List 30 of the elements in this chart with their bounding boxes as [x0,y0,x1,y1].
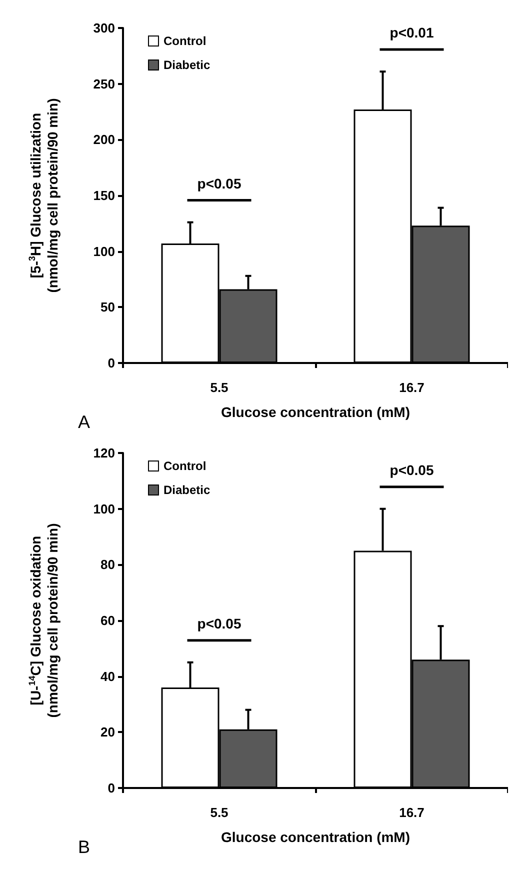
x-axis-title: Glucose concentration (mM) [220,404,410,420]
y-tick-label: 0 [108,356,115,370]
x-axis-title: Glucose concentration (mM) [220,829,410,845]
y-tick-label: 60 [100,613,115,628]
y-tick-label: 0 [108,780,115,796]
legend-label: Control [164,34,206,48]
text: B [78,837,90,857]
legend-label: Diabetic [164,483,211,497]
x-tick-label: 16.7 [399,805,424,820]
y-tick-label: 50 [100,300,115,315]
text: A [78,412,90,432]
y-tick-label: 100 [93,501,115,516]
x-tick-label: 16.7 [399,380,424,395]
y-tick-label: 150 [93,188,115,203]
y-tick-label: 120 [93,446,115,460]
y-tick-label: 40 [100,668,115,684]
y-tick-label: 100 [93,244,115,259]
x-tick-label: 5.5 [210,805,228,820]
annotation: p<0.05 [390,462,434,478]
x-tick-label: 5.5 [210,380,228,395]
legend-label: Control [164,459,206,473]
annotation: p<0.05 [197,175,242,192]
y-tick-label: 300 [93,20,115,36]
legend-label: Diabetic [164,58,211,72]
annotation: p<0.01 [390,24,434,41]
y-tick-label: 200 [93,132,115,148]
y-tick-label: 80 [100,557,115,572]
y-tick-label: 20 [100,724,115,740]
y-tick-label: 250 [93,76,115,92]
annotation: p<0.05 [197,615,242,632]
